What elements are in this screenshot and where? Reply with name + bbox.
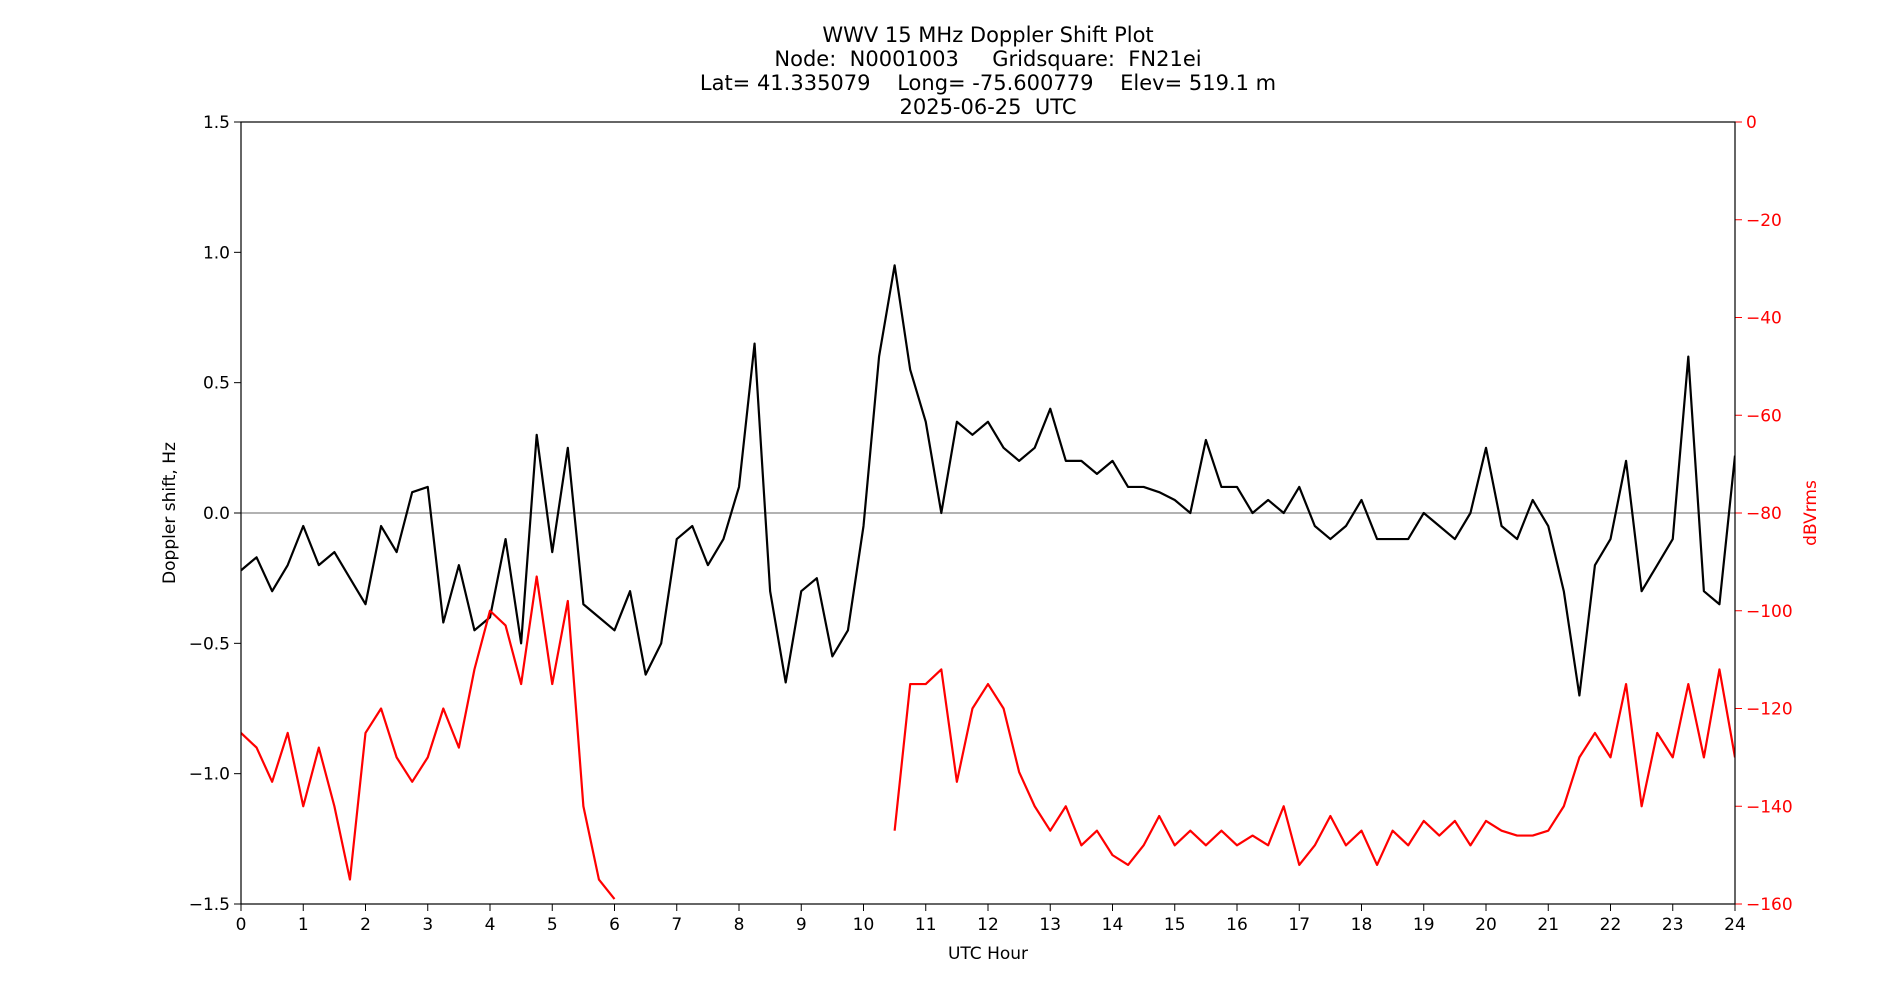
x-tick-label: 3 (422, 915, 433, 935)
x-tick-label: 8 (734, 915, 745, 935)
x-tick-label: 4 (485, 915, 496, 935)
y2-tick-label: −160 (1746, 895, 1793, 915)
x-tick-label: 13 (1039, 915, 1061, 935)
y2-tick-label: −100 (1746, 602, 1793, 622)
y-tick-label: 0.5 (203, 374, 230, 394)
x-tick-label: 18 (1351, 915, 1373, 935)
y-tick-label: 1.0 (203, 243, 230, 263)
x-tick-label: 20 (1475, 915, 1497, 935)
x-tick-label: 16 (1226, 915, 1248, 935)
y2-tick-label: −80 (1746, 504, 1782, 524)
x-tick-label: 2 (360, 915, 371, 935)
y2-tick-label: −20 (1746, 211, 1782, 231)
y-tick-label: −1.5 (189, 895, 230, 915)
x-tick-label: 22 (1600, 915, 1622, 935)
chart-title: Node: N0001003 Gridsquare: FN21ei (774, 47, 1201, 71)
x-tick-label: 12 (977, 915, 999, 935)
x-tick-label: 1 (298, 915, 309, 935)
y-axis-label: Doppler shift, Hz (160, 442, 180, 584)
data-line (241, 575, 1735, 900)
x-tick-label: 5 (547, 915, 558, 935)
x-tick-label: 9 (796, 915, 807, 935)
chart-title: Lat= 41.335079 Long= -75.600779 Elev= 51… (700, 71, 1276, 95)
chart-title: 2025-06-25 UTC (899, 95, 1076, 119)
x-tick-label: 17 (1288, 915, 1310, 935)
y2-axis-label: dBVrms (1801, 480, 1821, 546)
y2-tick-label: −120 (1746, 700, 1793, 720)
y2-tick-label: −60 (1746, 406, 1782, 426)
y-tick-label: 0.0 (203, 504, 230, 524)
x-tick-label: 14 (1102, 915, 1124, 935)
y2-tick-label: 0 (1746, 113, 1757, 133)
x-tick-label: 19 (1413, 915, 1435, 935)
data-line (241, 264, 1735, 697)
y2-tick-label: −40 (1746, 309, 1782, 329)
y-tick-label: −0.5 (189, 634, 230, 654)
x-tick-label: 0 (236, 915, 247, 935)
plot-area (241, 264, 1735, 900)
x-axis-label: UTC Hour (948, 944, 1028, 964)
y2-tick-label: −140 (1746, 797, 1793, 817)
x-tick-label: 23 (1662, 915, 1684, 935)
x-tick-label: 11 (915, 915, 937, 935)
y-tick-label: 1.5 (203, 113, 230, 133)
plot-frame (240, 121, 1736, 905)
x-tick-label: 7 (671, 915, 682, 935)
chart-title: WWV 15 MHz Doppler Shift Plot (822, 23, 1153, 47)
y-tick-label: −1.0 (189, 765, 230, 785)
x-tick-label: 10 (853, 915, 875, 935)
x-tick-label: 21 (1537, 915, 1559, 935)
x-tick-label: 6 (609, 915, 620, 935)
x-tick-label: 15 (1164, 915, 1186, 935)
x-tick-label: 24 (1724, 915, 1746, 935)
